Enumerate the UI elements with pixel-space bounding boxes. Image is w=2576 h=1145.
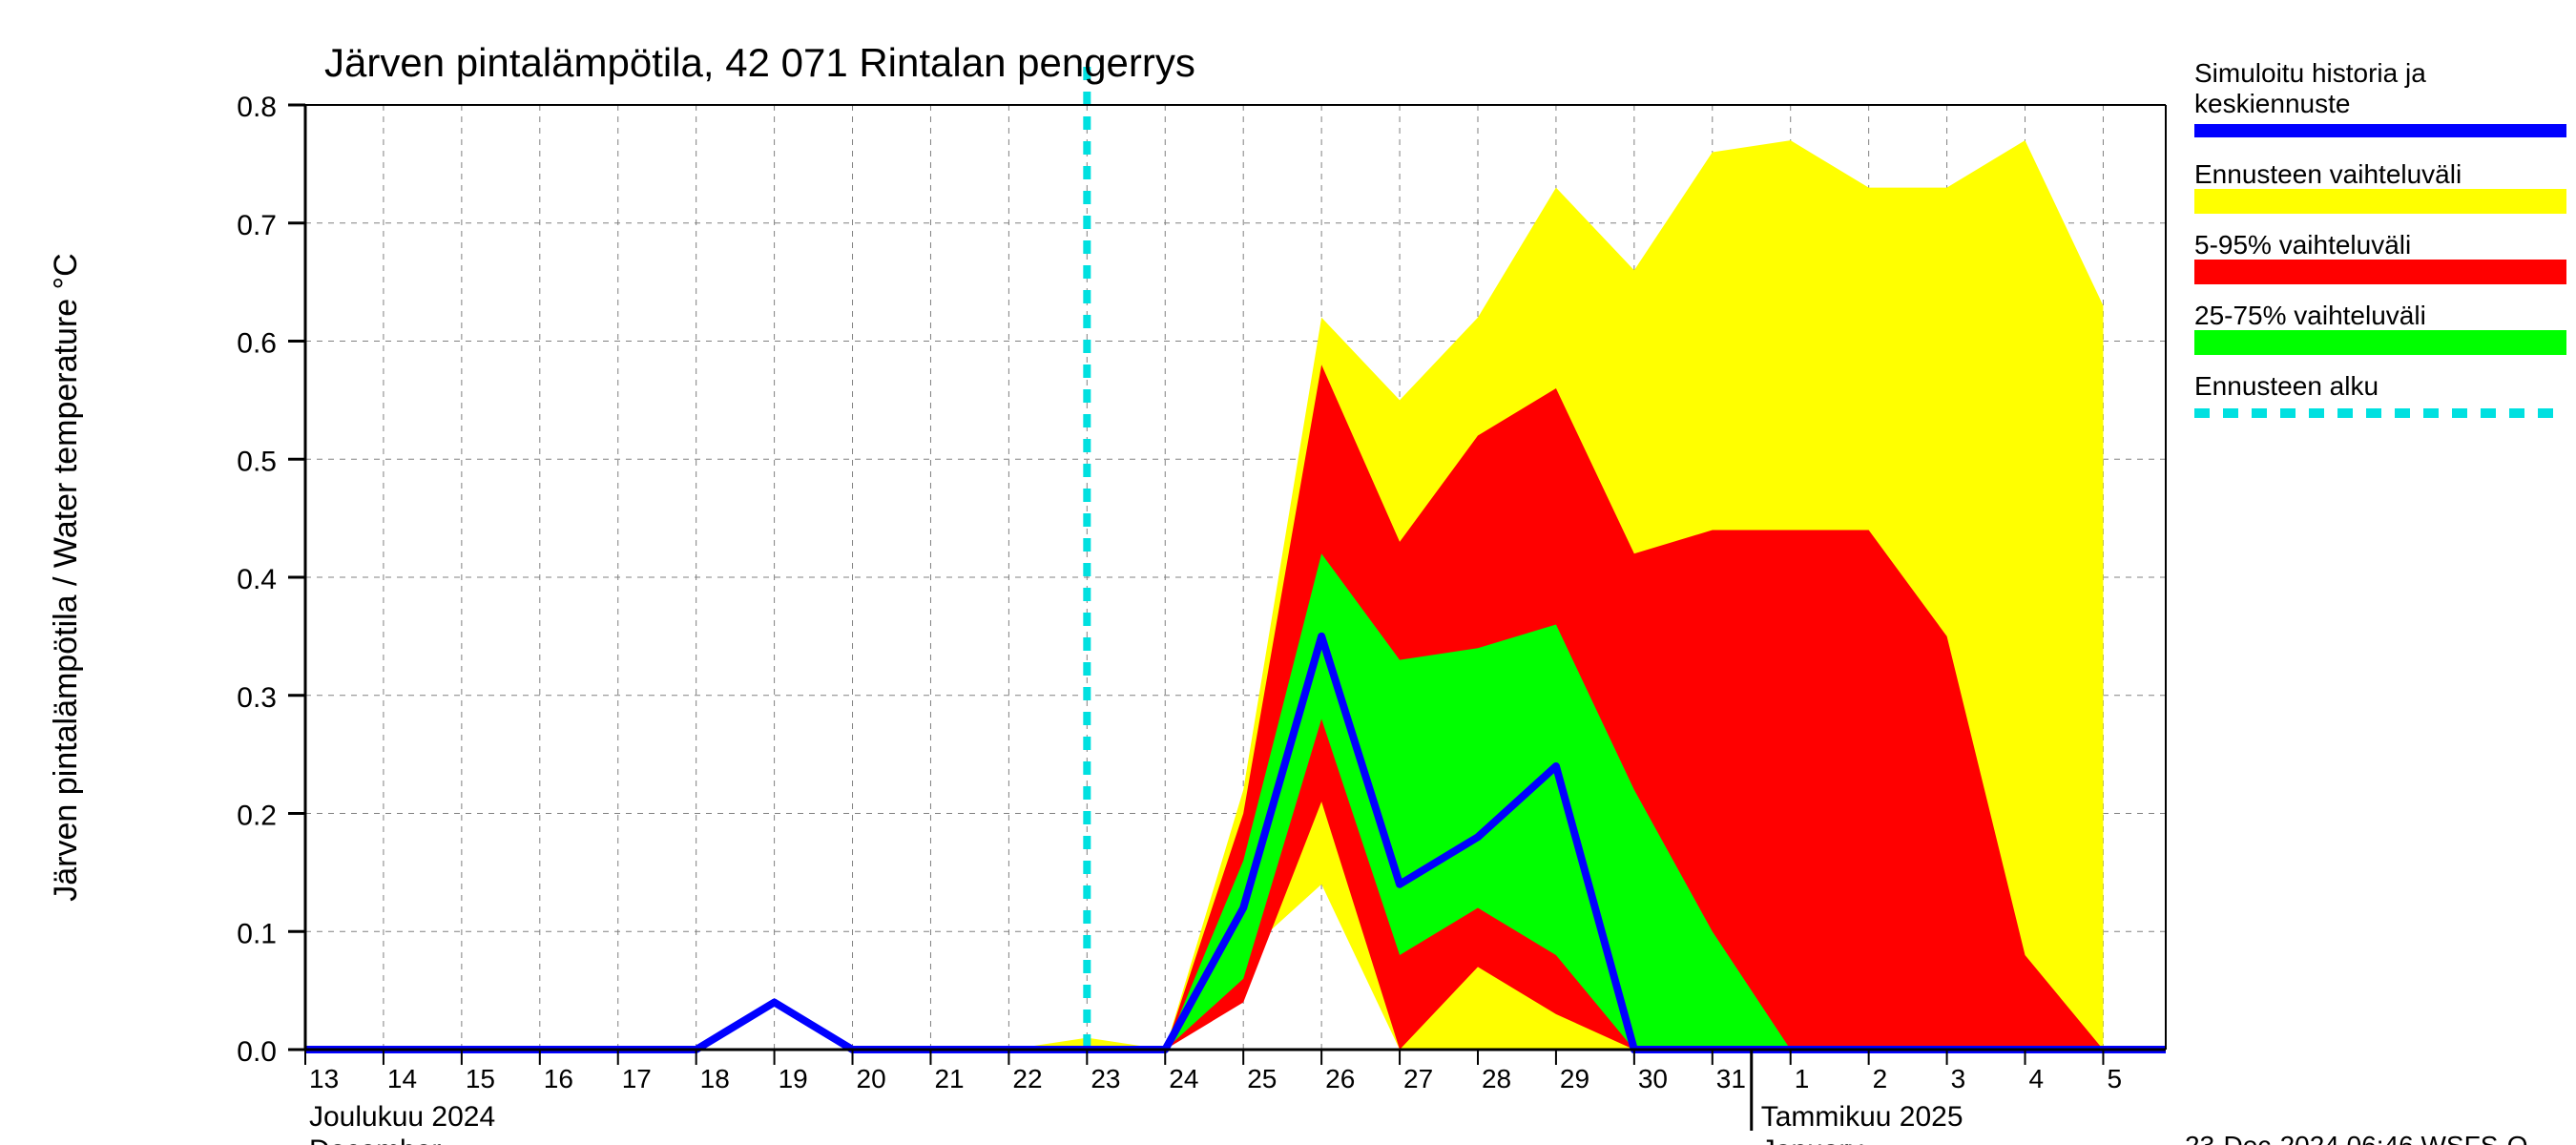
legend-swatch-band [2194,330,2566,355]
x-tick-label: 20 [857,1064,886,1093]
legend-swatch-line [2194,124,2566,137]
x-tick-label: 3 [1951,1064,1966,1093]
y-tick-label: 0.4 [237,564,277,595]
y-tick-label: 0.8 [237,92,277,123]
x-tick-label: 18 [700,1064,730,1093]
x-tick-label: 5 [2107,1064,2122,1093]
y-axis-label: Järven pintalämpötila / Water temperatur… [48,253,84,901]
legend-swatch-band [2194,189,2566,214]
x-tick-label: 17 [622,1064,652,1093]
x-tick-label: 25 [1247,1064,1277,1093]
y-tick-label: 0.1 [237,918,277,949]
x-tick-label: 2 [1873,1064,1888,1093]
chart-title: Järven pintalämpötila, 42 071 Rintalan p… [324,40,1195,85]
x-tick-label: 22 [1012,1064,1042,1093]
legend-label: 25-75% vaihteluväli [2194,301,2426,330]
footer-timestamp: 23-Dec-2024 06:46 WSFS-O [2185,1131,2528,1145]
y-tick-label: 0.5 [237,446,277,477]
chart-svg: 0.00.10.20.30.40.50.60.70.81314151617181… [0,0,2576,1145]
x-tick-label: 31 [1716,1064,1746,1093]
y-tick-label: 0.2 [237,801,277,832]
y-tick-label: 0.0 [237,1036,277,1068]
x-tick-label: 24 [1169,1064,1198,1093]
y-tick-label: 0.6 [237,328,277,360]
x-tick-label: 19 [779,1064,808,1093]
x-tick-label: 14 [387,1064,417,1093]
x-tick-label: 4 [2029,1064,2045,1093]
month-label-right-1: Tammikuu 2025 [1761,1101,1963,1133]
x-tick-label: 21 [934,1064,964,1093]
chart-container: 0.00.10.20.30.40.50.60.70.81314151617181… [0,0,2576,1145]
y-tick-label: 0.7 [237,210,277,241]
legend-label: Ennusteen alku [2194,371,2379,401]
legend-label: 5-95% vaihteluväli [2194,230,2411,260]
month-label-left-2: December [309,1135,441,1145]
legend-label: keskiennuste [2194,89,2350,118]
legend-label: Simuloitu historia ja [2194,58,2426,88]
legend-label: Ennusteen vaihteluväli [2194,159,2462,189]
x-tick-label: 23 [1091,1064,1120,1093]
month-label-left-1: Joulukuu 2024 [309,1101,495,1133]
x-tick-label: 15 [466,1064,495,1093]
x-tick-label: 30 [1638,1064,1668,1093]
x-tick-label: 27 [1403,1064,1433,1093]
y-tick-label: 0.3 [237,682,277,714]
x-tick-label: 26 [1325,1064,1355,1093]
month-label-right-2: January [1761,1135,1863,1145]
x-tick-label: 16 [544,1064,573,1093]
x-tick-label: 1 [1795,1064,1810,1093]
x-tick-label: 13 [309,1064,339,1093]
legend-swatch-band [2194,260,2566,284]
x-tick-label: 29 [1560,1064,1589,1093]
x-tick-label: 28 [1482,1064,1511,1093]
